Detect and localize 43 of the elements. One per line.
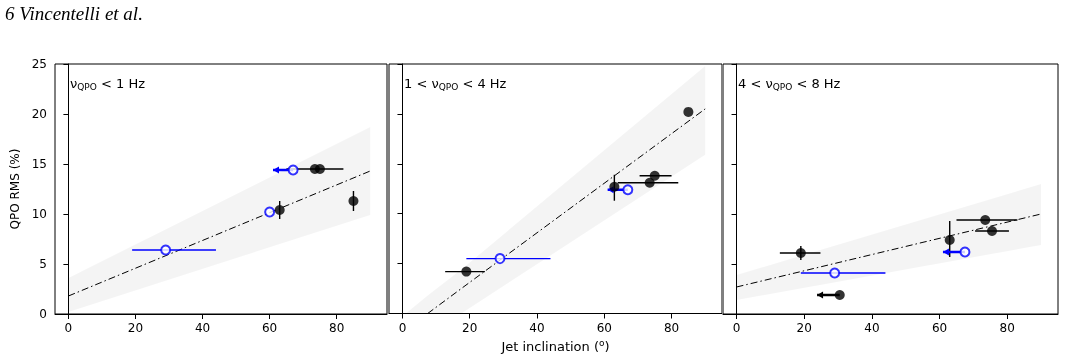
point xyxy=(264,206,276,218)
point xyxy=(959,246,971,258)
x-tick-label: 80 xyxy=(999,321,1015,335)
text: 6 Vincentelli et al. xyxy=(5,3,143,24)
x-tick-label: 0 xyxy=(398,320,407,335)
point xyxy=(683,106,694,117)
x-tick-label: 80 xyxy=(329,321,345,335)
x-tick-label: 20 xyxy=(796,321,812,335)
x-tick-label: 60 xyxy=(931,321,948,335)
x-tick-label: 40 xyxy=(529,320,545,335)
point xyxy=(649,170,660,181)
y-tick-label: 15 xyxy=(31,157,47,171)
point xyxy=(987,226,998,236)
point xyxy=(274,205,285,215)
point xyxy=(980,215,991,225)
y-tick-label: 25 xyxy=(31,57,47,71)
point xyxy=(622,184,634,196)
point xyxy=(834,290,845,300)
x-tick-label: 40 xyxy=(864,321,880,335)
point xyxy=(287,164,299,176)
x-tick-label: 20 xyxy=(462,320,478,335)
y-tick-label: 10 xyxy=(31,207,47,221)
point xyxy=(829,267,841,279)
point xyxy=(461,266,472,277)
x-tick-label: 40 xyxy=(194,321,211,335)
point xyxy=(944,235,955,245)
y-tick-label: 0 xyxy=(39,307,47,321)
y-axis-title: QPO RMS (%) xyxy=(7,148,22,230)
point xyxy=(609,181,620,192)
y-tick-label: 20 xyxy=(31,107,47,121)
x-tick-label: 80 xyxy=(663,320,680,335)
point xyxy=(494,253,506,265)
x-tick-label: 0 xyxy=(64,321,73,335)
x-tick-label: 0 xyxy=(732,321,741,335)
x-tick-label: 60 xyxy=(261,321,278,335)
point xyxy=(314,164,325,174)
x-tick-label: 60 xyxy=(596,320,612,335)
point xyxy=(348,196,359,206)
point xyxy=(644,177,655,188)
point xyxy=(160,244,172,256)
point xyxy=(795,248,806,258)
x-tick-label: 20 xyxy=(127,321,144,335)
y-tick-label: 5 xyxy=(39,257,47,271)
